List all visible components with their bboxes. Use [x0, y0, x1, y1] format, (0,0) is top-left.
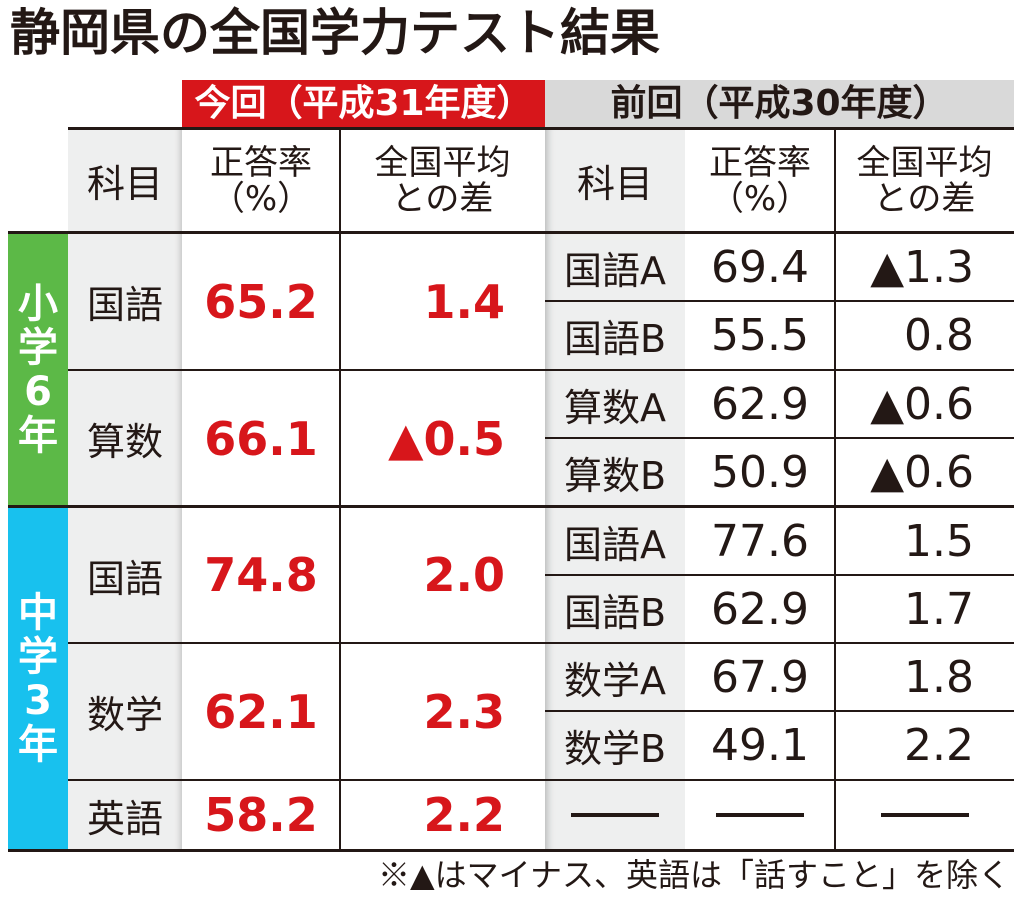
previous-diff-empty	[835, 780, 1014, 850]
group-char: 中	[18, 589, 58, 636]
rule-table-bottom	[8, 849, 1014, 852]
rule-sub-row	[545, 300, 1014, 302]
current-rate-cell: 58.2	[204, 788, 318, 842]
rule-sub-row	[545, 437, 1014, 439]
previous-subject-cell: 数学B	[563, 727, 667, 771]
group-char: 年	[18, 721, 58, 768]
previous-subject-empty	[545, 780, 685, 850]
previous-subject-cell: 国語B	[563, 590, 667, 635]
current-year-header: 今回（平成31年度）	[182, 80, 545, 128]
previous-subject-cell: 国語A	[564, 248, 666, 293]
current-subject-cell: 数学	[86, 693, 163, 737]
header-diff-line1: 全国平均	[374, 142, 511, 183]
group-char: 学	[18, 633, 58, 680]
header-rate-line2: （%）	[210, 178, 312, 219]
header-rate-line2: （%）	[709, 178, 811, 219]
previous-diff-cell: 1.7	[904, 583, 974, 635]
current-subject-cell: 国語	[86, 283, 163, 327]
previous-subject-column-bg	[545, 233, 685, 850]
previous-rate-cell: 55.5	[711, 310, 809, 361]
header-diff-line1: 全国平均	[856, 142, 993, 183]
header-subject-label: 科目	[576, 162, 653, 206]
rule-header-top	[68, 127, 1014, 130]
current-diff-cell: 2.0	[423, 548, 506, 602]
rule-row	[68, 642, 1014, 644]
rule-col	[339, 129, 341, 850]
current-diff-cell: ▲0.5	[388, 411, 505, 466]
header-rate-previous: 正答率 （%）	[685, 128, 835, 233]
rule-col	[834, 129, 836, 850]
current-diff-cell: 2.2	[423, 788, 506, 842]
group-char: 小	[18, 281, 58, 327]
rule-sub-row	[545, 574, 1014, 576]
group-label-elementary-6: 小 学 6 年	[8, 233, 68, 507]
group-char: 年	[18, 413, 58, 459]
previous-rate-cell: 69.4	[711, 241, 809, 293]
rule-row	[68, 369, 1014, 371]
rule-group-divider	[8, 505, 1014, 508]
previous-diff-cell: ▲0.6	[870, 378, 974, 430]
current-rate-cell: 65.2	[204, 274, 318, 329]
previous-subject-cell: 算数B	[563, 454, 667, 498]
current-diff-cell: 2.3	[423, 684, 506, 739]
dash-icon	[571, 813, 659, 817]
header-subject-label: 科目	[86, 162, 163, 206]
previous-diff-cell: ▲1.3	[870, 241, 974, 293]
previous-rate-empty	[685, 780, 835, 850]
previous-subject-cell: 算数A	[564, 385, 666, 430]
previous-diff-cell: 2.2	[904, 720, 974, 771]
dash-icon	[716, 813, 804, 817]
previous-rate-cell: 77.6	[711, 515, 809, 567]
current-subject-cell: 算数	[86, 420, 163, 464]
previous-rate-cell: 49.1	[711, 720, 809, 771]
page-title: 静岡県の全国学力テスト結果	[10, 4, 660, 62]
header-rate-current: 正答率 （%）	[182, 128, 340, 233]
footnote: ※▲はマイナス、英語は「話すこと」を除く	[378, 856, 1010, 894]
previous-diff-cell: 0.8	[904, 310, 974, 361]
header-diff-current: 全国平均 との差	[340, 128, 545, 233]
current-diff-cell: 1.4	[423, 274, 506, 329]
group-char: 6	[24, 369, 52, 415]
previous-subject-cell: 国語A	[564, 522, 666, 567]
current-rate-cell: 66.1	[204, 411, 318, 466]
header-rate-line1: 正答率	[210, 142, 312, 183]
current-rate-cell: 62.1	[204, 684, 318, 739]
header-diff-line2: との差	[873, 178, 976, 219]
previous-diff-cell: 1.8	[904, 651, 974, 703]
group-char: 学	[18, 325, 58, 371]
header-rate-line1: 正答率	[709, 142, 811, 183]
header-subject-previous: 科目	[545, 128, 685, 233]
current-subject-column-bg	[68, 233, 182, 850]
previous-diff-cell: ▲0.6	[870, 447, 974, 498]
group-char: 3	[24, 677, 52, 724]
dash-icon	[880, 813, 969, 817]
header-diff-line2: との差	[391, 178, 494, 219]
previous-rate-cell: 62.9	[711, 378, 809, 430]
previous-subject-cell: 国語B	[563, 317, 667, 361]
current-subject-cell: 国語	[86, 556, 163, 601]
group-label-junior-high-3: 中 学 3 年	[8, 507, 68, 850]
current-rate-cell: 74.8	[204, 548, 318, 602]
previous-year-header: 前回（平成30年度）	[545, 80, 1014, 128]
header-subject-current: 科目	[68, 128, 182, 233]
rule-row	[68, 779, 1014, 781]
previous-rate-cell: 67.9	[711, 651, 809, 703]
previous-rate-cell: 62.9	[711, 583, 809, 635]
previous-diff-cell: 1.5	[904, 515, 974, 567]
previous-subject-cell: 数学A	[564, 658, 666, 703]
rule-sub-row	[545, 710, 1014, 712]
rule-header-bottom	[8, 231, 1014, 234]
current-subject-cell: 英語	[86, 796, 163, 841]
previous-rate-cell: 50.9	[711, 447, 809, 498]
header-diff-previous: 全国平均 との差	[835, 128, 1014, 233]
